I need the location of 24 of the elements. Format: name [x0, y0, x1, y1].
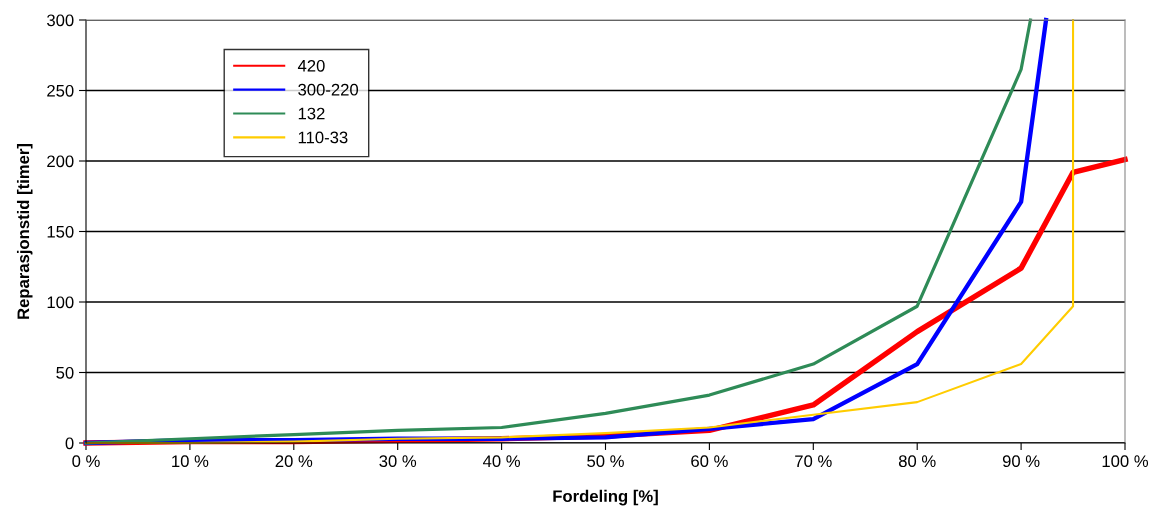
legend-label: 132 [298, 107, 325, 120]
x-axis-title: Fordeling [%] [553, 489, 658, 506]
legend-label: 300-220 [298, 83, 359, 96]
x-tick-label: 70 % [795, 455, 832, 468]
y-tick-label: 300 [47, 14, 74, 27]
legend-label: 110-33 [298, 131, 348, 144]
x-tick-label: 90 % [1002, 455, 1040, 468]
y-tick-label: 100 [47, 296, 74, 309]
x-tick-label: 50 % [587, 455, 624, 468]
x-tick-label: 20 % [275, 455, 313, 468]
x-tick-label: 80 % [898, 455, 936, 468]
x-tick-label: 10 % [172, 455, 209, 468]
legend-label: 420 [297, 59, 325, 72]
y-tick-label: 200 [47, 155, 74, 168]
x-tick-label: 0 % [72, 455, 100, 468]
y-tick-label: 0 [65, 437, 74, 450]
x-tick-label: 60 % [691, 455, 728, 468]
x-tick-label: 100 % [1102, 455, 1149, 468]
x-tick-label: 40 % [482, 455, 520, 468]
x-tick-label: 30 % [379, 455, 417, 468]
y-tick-label: 50 [56, 366, 74, 379]
y-tick-label: 150 [47, 225, 74, 238]
y-tick-label: 250 [47, 84, 74, 97]
y-axis-title: Reparasjonstid [timer] [16, 143, 33, 319]
